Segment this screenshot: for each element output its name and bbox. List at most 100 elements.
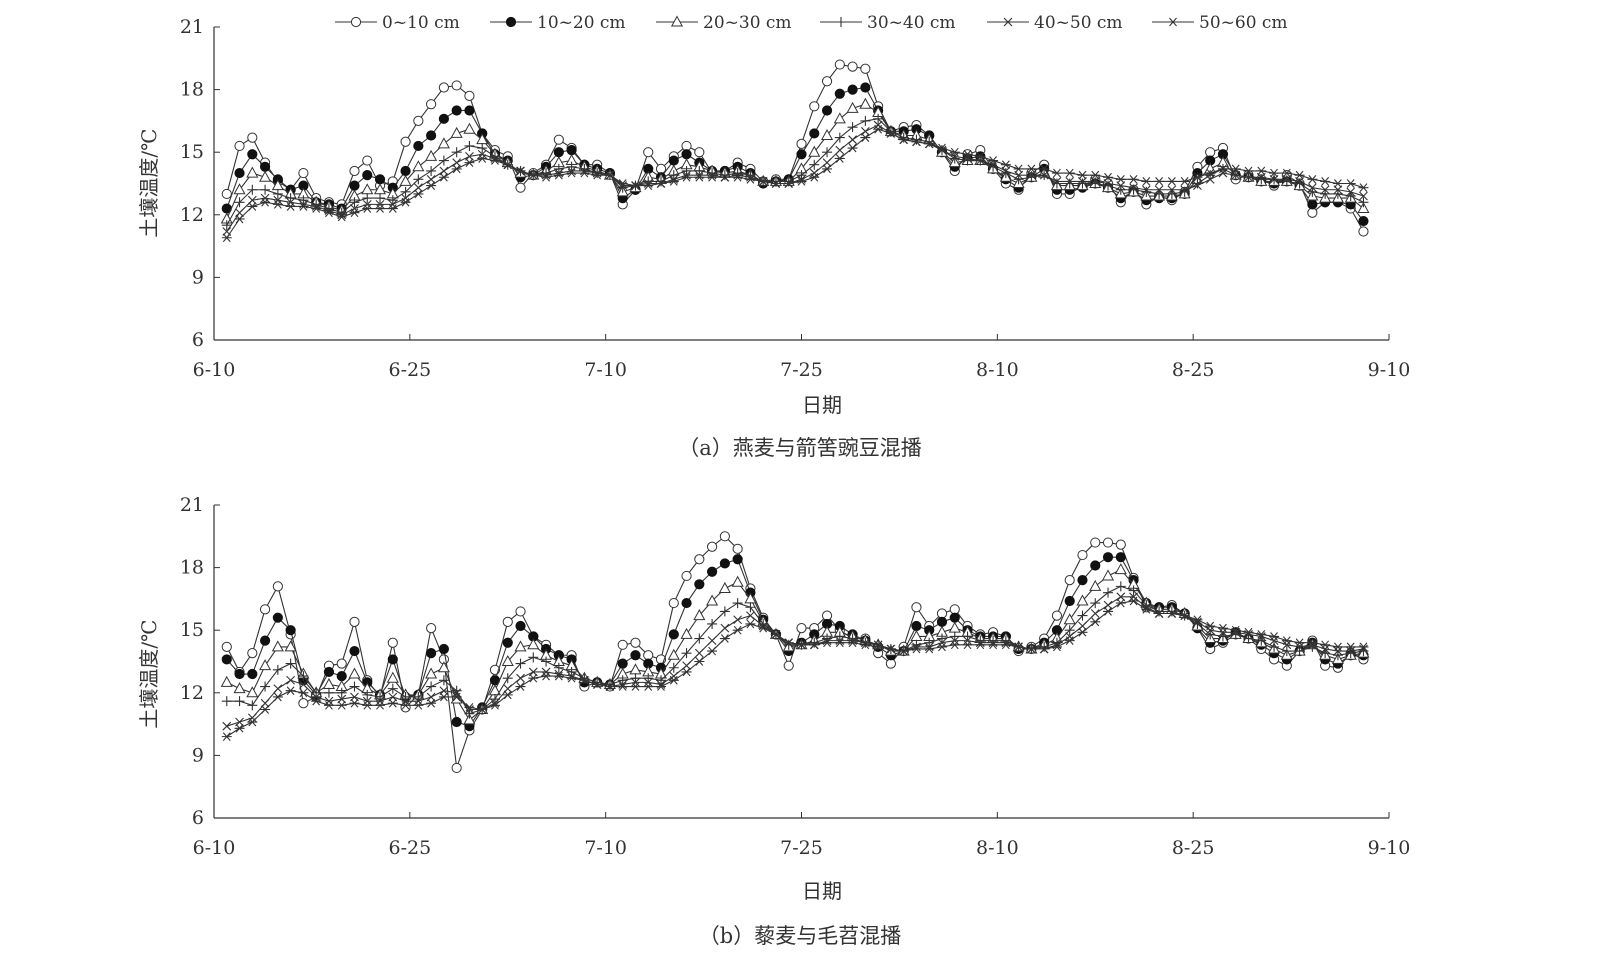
data-point <box>234 696 245 707</box>
x-tick-label: 7-10 <box>584 359 627 381</box>
data-point <box>464 708 475 719</box>
chart-a: 6 9 12 15 18 21 6-10 6-25 7-10 7-25 8-10 8-25 9-10 日… <box>137 16 1410 460</box>
data-point <box>847 638 858 648</box>
data-point <box>221 732 232 741</box>
data-point <box>438 692 449 702</box>
data-point <box>898 135 909 145</box>
data-point <box>1166 188 1177 199</box>
data-point <box>630 682 641 691</box>
data-point <box>1077 170 1088 180</box>
data-point <box>1129 592 1138 602</box>
data-point <box>962 631 973 642</box>
data-point <box>656 682 667 691</box>
data-point <box>1320 640 1331 650</box>
data-point <box>400 165 411 177</box>
data-point <box>1039 641 1050 652</box>
data-point <box>1358 642 1369 652</box>
data-point <box>1320 185 1330 195</box>
data-point <box>963 636 972 646</box>
data-point <box>1115 539 1126 550</box>
data-point <box>592 677 603 688</box>
chart-b-axes: 6 9 12 15 18 21 6-10 6-25 7-10 7-25 8-10 8-25 9-10 <box>180 494 1411 859</box>
chart-b-caption: （b）藜麦与毛苕混播 <box>699 924 901 948</box>
data-point <box>285 686 296 696</box>
data-point <box>323 666 335 678</box>
data-point <box>975 156 985 165</box>
data-point <box>362 700 373 710</box>
data-point <box>809 159 820 170</box>
data-point <box>337 210 347 220</box>
data-point <box>579 675 590 685</box>
data-point <box>553 163 564 174</box>
data-point <box>1103 607 1114 616</box>
data-point <box>234 167 245 179</box>
x-tick-label: 7-10 <box>584 837 627 859</box>
legend-label: 20~30 cm <box>703 13 792 33</box>
data-point <box>630 673 641 684</box>
data-point <box>618 680 628 689</box>
data-point <box>1217 631 1228 642</box>
data-point <box>451 692 462 702</box>
data-point <box>438 172 449 182</box>
data-point <box>681 648 692 659</box>
data-point <box>1101 569 1115 581</box>
data-point <box>848 135 857 145</box>
data-point <box>834 638 845 648</box>
data-point <box>1269 636 1279 646</box>
data-point <box>299 680 308 689</box>
data-point <box>515 182 526 193</box>
data-point <box>1320 644 1330 654</box>
data-point <box>247 132 258 143</box>
data-point <box>694 165 705 176</box>
data-point <box>438 643 449 655</box>
data-point <box>820 128 834 141</box>
data-point <box>885 658 897 669</box>
legend-marker <box>1168 17 1178 27</box>
data-point <box>247 202 258 211</box>
data-point <box>566 666 577 677</box>
data-point <box>681 667 692 677</box>
y-tick-label: 18 <box>180 79 204 101</box>
data-point <box>1320 177 1331 186</box>
data-point <box>348 667 361 679</box>
data-point <box>1179 177 1190 186</box>
data-point <box>1166 177 1177 186</box>
data-point <box>426 648 437 659</box>
data-point <box>1320 648 1331 659</box>
data-point <box>451 762 462 774</box>
data-point <box>259 659 272 671</box>
data-point <box>1294 638 1305 648</box>
data-point <box>349 645 360 657</box>
data-point <box>413 691 424 702</box>
data-point <box>1154 185 1164 195</box>
data-point <box>426 181 437 190</box>
data-point <box>247 149 258 160</box>
data-point <box>541 168 552 179</box>
series-5 <box>221 596 1369 741</box>
data-point <box>1013 164 1024 174</box>
chart-b-xlabel: 日期 <box>802 879 842 903</box>
data-point <box>1026 164 1037 174</box>
data-point <box>451 147 462 158</box>
data-point <box>1013 642 1024 652</box>
data-point <box>988 635 999 646</box>
data-point <box>847 143 858 153</box>
data-point <box>1358 226 1369 237</box>
y-tick-label: 18 <box>180 557 204 579</box>
data-point <box>796 640 807 650</box>
data-point <box>413 696 423 706</box>
data-point <box>1256 166 1267 176</box>
data-point <box>234 668 245 680</box>
data-point <box>272 664 283 675</box>
data-point <box>936 616 948 627</box>
data-point <box>502 160 513 170</box>
data-point <box>260 681 271 692</box>
data-point <box>1269 641 1280 652</box>
data-point <box>834 88 845 99</box>
data-point <box>362 696 372 706</box>
data-point <box>323 203 334 214</box>
data-point <box>643 677 653 687</box>
data-point <box>1179 611 1190 620</box>
data-point <box>694 579 705 590</box>
x-tick-label: 9-10 <box>1368 359 1411 381</box>
